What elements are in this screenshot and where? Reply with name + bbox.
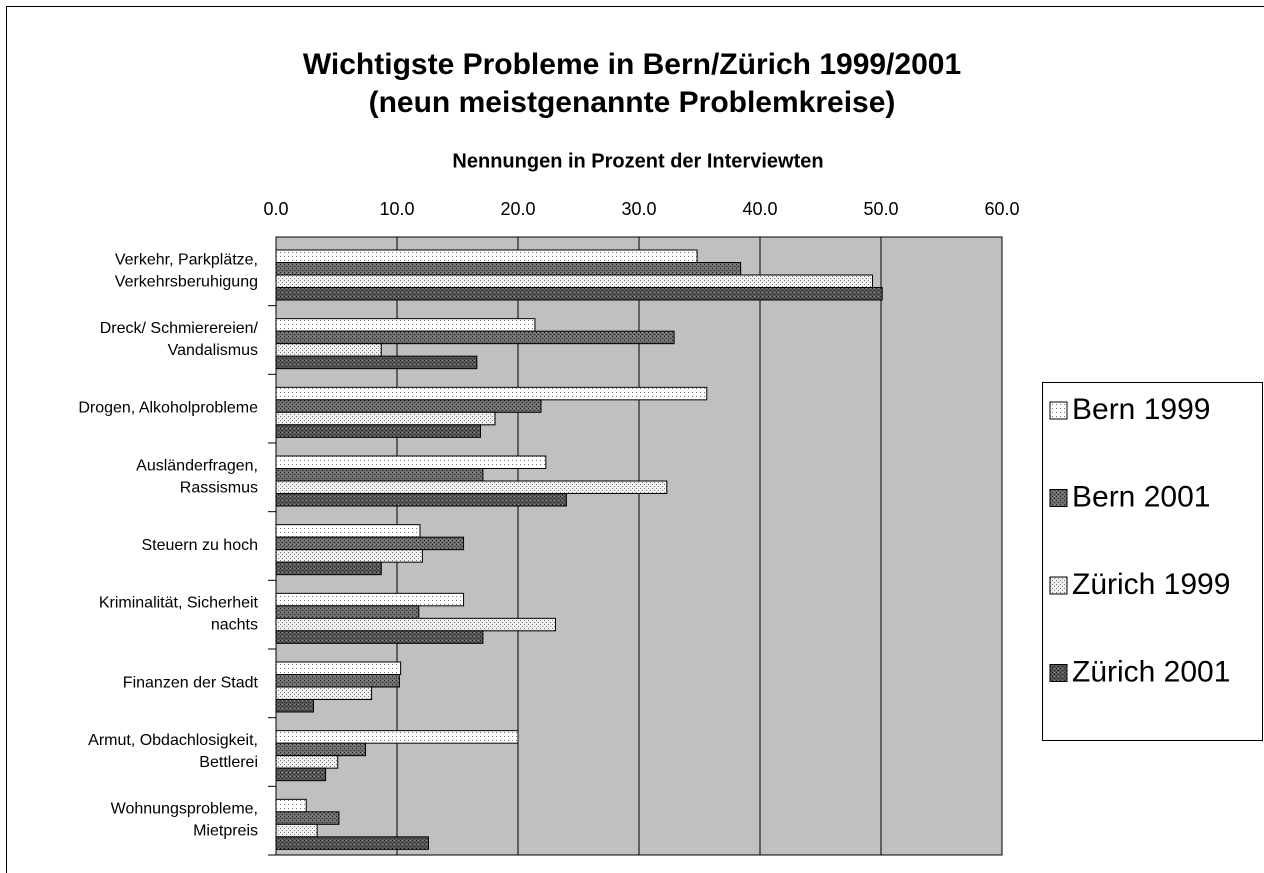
bar bbox=[275, 742, 367, 757]
legend-swatch bbox=[1049, 401, 1068, 420]
bar bbox=[275, 249, 698, 263]
legend-swatch bbox=[1049, 576, 1068, 595]
legend-swatch bbox=[1049, 664, 1068, 682]
bar bbox=[275, 355, 478, 370]
y-tick-label: Wohnungsprobleme, Mietpreis bbox=[111, 801, 258, 840]
x-tick-label: 40.0 bbox=[742, 199, 777, 219]
bar bbox=[275, 536, 465, 551]
bar bbox=[275, 699, 315, 713]
y-tick-label: Kriminalität, Sicherheit nachts bbox=[99, 595, 259, 634]
bar bbox=[275, 811, 340, 825]
bar bbox=[275, 399, 542, 413]
chart-border bbox=[6, 6, 1264, 873]
bar bbox=[275, 343, 382, 357]
bar bbox=[275, 674, 400, 688]
bar bbox=[275, 561, 382, 576]
bar bbox=[275, 493, 567, 507]
bar bbox=[275, 424, 481, 438]
bar bbox=[275, 480, 668, 494]
bar bbox=[275, 318, 536, 332]
x-tick-label: 10.0 bbox=[379, 199, 414, 219]
bar bbox=[275, 455, 547, 469]
bar bbox=[275, 330, 675, 345]
x-tick-label: 30.0 bbox=[621, 199, 656, 219]
bar bbox=[275, 823, 318, 838]
x-tick-label: 50.0 bbox=[863, 199, 898, 219]
bar bbox=[275, 836, 429, 850]
y-tick-label: Steuern zu hoch bbox=[141, 537, 258, 554]
bar bbox=[275, 386, 708, 401]
legend-label: Bern 1999 bbox=[1072, 393, 1210, 426]
legend-box bbox=[1042, 382, 1263, 741]
y-tick-label: Armut, Obdachlosigkeit, Bettlerei bbox=[88, 732, 258, 771]
bar bbox=[275, 686, 373, 700]
bar bbox=[275, 617, 557, 632]
bar bbox=[275, 630, 484, 644]
axis-title: Nennungen in Prozent der Interviewten bbox=[452, 150, 823, 172]
legend-label: Zürich 1999 bbox=[1072, 568, 1230, 601]
bar bbox=[275, 274, 874, 288]
y-tick-label: Drogen, Alkoholprobleme bbox=[78, 400, 258, 417]
y-tick-label: Verkehr, Parkplätze, Verkehrsberuhigung bbox=[115, 252, 258, 291]
bar bbox=[275, 755, 339, 769]
bar bbox=[275, 605, 420, 619]
y-tick-label: Dreck/ Schmierereien/Vandalismus bbox=[100, 320, 259, 359]
legend-swatch bbox=[1049, 489, 1068, 507]
y-tick-label: Ausländerfragen, Rassismus bbox=[136, 458, 258, 497]
bar bbox=[275, 730, 519, 744]
bar bbox=[275, 524, 421, 538]
bar bbox=[275, 549, 423, 563]
x-tick-label: 20.0 bbox=[500, 199, 535, 219]
bar bbox=[275, 287, 883, 301]
chart-title: Wichtigste Probleme in Bern/Zürich 1999/… bbox=[303, 48, 961, 81]
bar bbox=[275, 661, 402, 675]
chart-subtitle: (neun meistgenannte Problemkreise) bbox=[369, 86, 896, 119]
bar bbox=[275, 798, 307, 813]
x-tick-label: 60.0 bbox=[984, 199, 1019, 219]
bar bbox=[275, 468, 484, 482]
bar bbox=[275, 767, 327, 782]
bar bbox=[275, 411, 496, 426]
legend-label: Zürich 2001 bbox=[1072, 655, 1230, 688]
legend-label: Bern 2001 bbox=[1072, 480, 1210, 513]
bar bbox=[275, 262, 742, 276]
bar bbox=[275, 592, 465, 607]
y-tick-label: Finanzen der Stadt bbox=[123, 675, 259, 692]
x-tick-label: 0.0 bbox=[263, 199, 288, 219]
